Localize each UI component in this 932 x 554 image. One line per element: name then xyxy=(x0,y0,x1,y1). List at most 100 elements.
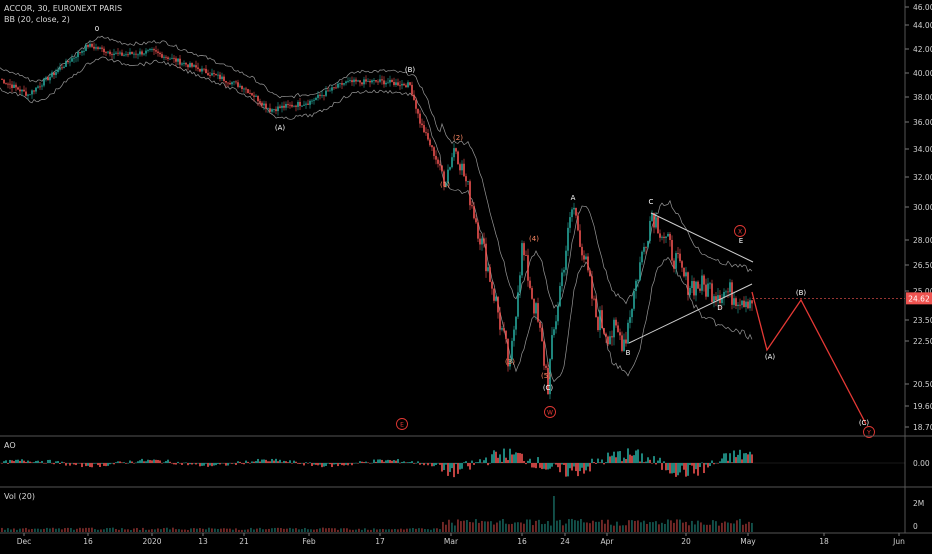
ao-bar xyxy=(81,463,83,468)
ao-bar xyxy=(649,459,651,463)
candle-body xyxy=(445,183,447,187)
ao-bar xyxy=(733,450,735,463)
ao-bar xyxy=(21,459,23,463)
candle-body xyxy=(463,163,465,177)
candle-body xyxy=(9,83,11,85)
ao-bar xyxy=(723,453,725,463)
ao-bar xyxy=(129,460,131,463)
ao-bar xyxy=(7,463,9,464)
candle-body xyxy=(629,317,631,323)
wave-label: A xyxy=(571,194,576,202)
candle-body xyxy=(487,267,489,272)
ao-bar xyxy=(625,458,627,463)
ao-bar xyxy=(601,459,603,463)
ao-bar xyxy=(347,463,349,466)
ao-bar xyxy=(301,463,303,464)
volume-bar xyxy=(577,520,579,532)
volume-bar xyxy=(214,528,216,532)
volume-bar xyxy=(49,528,51,532)
candle-body xyxy=(481,238,483,245)
ao-bar xyxy=(401,461,403,463)
volume-bar xyxy=(502,519,504,532)
ao-bar xyxy=(337,463,339,467)
candle-body xyxy=(535,303,537,314)
x-tick-label: Apr xyxy=(601,537,615,546)
volume-bar xyxy=(751,522,753,532)
ao-bar xyxy=(509,448,511,463)
ao-bar xyxy=(9,459,11,463)
candle-body xyxy=(403,83,405,86)
volume-bar xyxy=(610,524,612,532)
volume-bar xyxy=(238,529,240,532)
indicator-title: BB (20, close, 2) xyxy=(4,15,70,24)
ao-bar xyxy=(743,453,745,463)
ao-bar xyxy=(539,463,541,468)
volume-bar xyxy=(88,527,90,532)
volume-bar xyxy=(613,525,615,532)
ao-bar xyxy=(457,463,459,474)
candle-body xyxy=(249,93,251,94)
candle-body xyxy=(529,280,531,289)
wave-label: 0 xyxy=(95,25,99,33)
candle-body xyxy=(477,222,479,239)
wave-label: (C) xyxy=(859,419,870,427)
volume-bar xyxy=(397,529,399,532)
volume-bar xyxy=(244,529,246,532)
candle-body xyxy=(471,205,473,207)
ao-bar xyxy=(501,461,503,463)
ao-bar xyxy=(17,459,19,463)
ao-bar xyxy=(651,463,653,464)
volume-bar xyxy=(118,529,120,532)
ao-bar xyxy=(361,461,363,463)
ao-bar xyxy=(247,461,249,463)
candle-body xyxy=(635,280,637,292)
y-tick-label: 28.00 xyxy=(913,236,932,245)
ao-bar xyxy=(327,463,329,464)
candle-body xyxy=(205,68,207,74)
volume-bar xyxy=(517,522,519,532)
ao-bar xyxy=(567,463,569,477)
volume-bar xyxy=(181,529,183,532)
volume-bar xyxy=(379,529,381,532)
vol-label: Vol (20) xyxy=(4,492,35,501)
ao-bar xyxy=(63,462,65,463)
circled-label-ring xyxy=(544,406,556,418)
candle-body xyxy=(669,233,671,240)
candle-body xyxy=(691,281,693,288)
candle-body xyxy=(543,341,545,366)
candle-body xyxy=(423,125,425,133)
volume-bar xyxy=(664,523,666,532)
candle-body xyxy=(605,333,607,337)
candle-body xyxy=(665,236,667,238)
ao-bar xyxy=(621,461,623,463)
candle-body xyxy=(321,95,323,97)
candle-body xyxy=(265,103,267,109)
ao-bar xyxy=(31,462,33,463)
volume-bar xyxy=(196,528,198,532)
y-tick-label: 22.50 xyxy=(913,337,932,346)
candle-body xyxy=(345,81,347,84)
ao-bar xyxy=(243,463,245,465)
candle-body xyxy=(67,60,69,63)
ao-bar xyxy=(741,459,743,463)
ao-bar xyxy=(201,463,203,466)
volume-bar xyxy=(733,523,735,532)
ao-bar xyxy=(469,463,471,470)
volume-bar xyxy=(628,520,630,532)
ao-bar xyxy=(11,460,13,463)
volume-bar xyxy=(64,528,66,532)
candle-body xyxy=(117,52,119,54)
ao-bar xyxy=(463,462,465,463)
volume-bar xyxy=(289,527,291,532)
ao-bar xyxy=(263,459,265,463)
x-tick-label: 18 xyxy=(819,537,829,546)
candle-body xyxy=(287,104,289,105)
ao-bar xyxy=(91,463,93,468)
volume-bar xyxy=(739,518,741,532)
volume-bar xyxy=(46,527,48,532)
candle-body xyxy=(399,85,401,87)
ao-bar xyxy=(285,461,287,463)
volume-bar xyxy=(148,529,150,532)
